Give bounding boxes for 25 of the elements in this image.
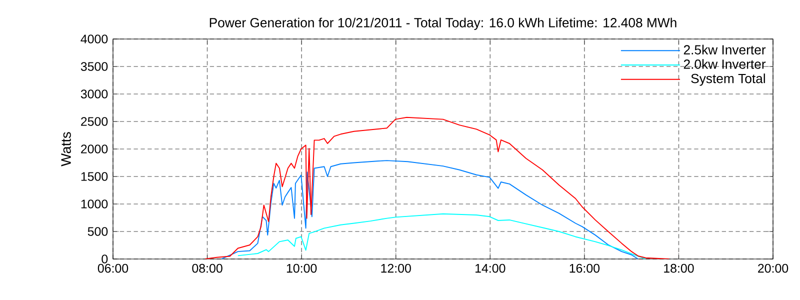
legend-label: 2.0kw Inverter xyxy=(684,59,766,69)
y-tick-label: 500 xyxy=(88,227,108,236)
x-tick-label: 14:00 xyxy=(476,264,506,273)
y-tick-label: 4000 xyxy=(80,34,108,44)
y-tick-label: 3000 xyxy=(80,90,108,98)
legend-label: System Total xyxy=(691,74,765,86)
y-tick-label: 2000 xyxy=(81,144,108,154)
x-tick-label: 06:00 xyxy=(98,264,128,273)
x-tick-label: 18:00 xyxy=(664,264,694,273)
line-series xyxy=(237,213,646,259)
y-tick-label: 0 xyxy=(102,254,108,264)
legend-label: 2.5kw Inverter xyxy=(684,44,766,54)
y-tick-label: 1500 xyxy=(81,172,108,181)
y-tick-label: 1000 xyxy=(81,200,108,208)
x-tick-label: 08:00 xyxy=(192,264,222,273)
x-tick-label: 12:00 xyxy=(381,264,411,273)
line-series xyxy=(220,160,639,259)
y-axis-title: Watts xyxy=(61,132,71,166)
x-tick-label: 20:00 xyxy=(758,264,788,273)
x-tick-label: 10:00 xyxy=(286,264,317,273)
x-tick-label: 16:00 xyxy=(570,264,600,273)
y-tick-label: 3500 xyxy=(80,62,108,71)
y-tick-label: 2500 xyxy=(81,117,108,126)
chart-title: Power Generation for 10/21/2011 - Total Today: 16.0 kWh Lifetime: 12.408 MWh xyxy=(210,18,676,30)
line-series xyxy=(204,116,670,259)
